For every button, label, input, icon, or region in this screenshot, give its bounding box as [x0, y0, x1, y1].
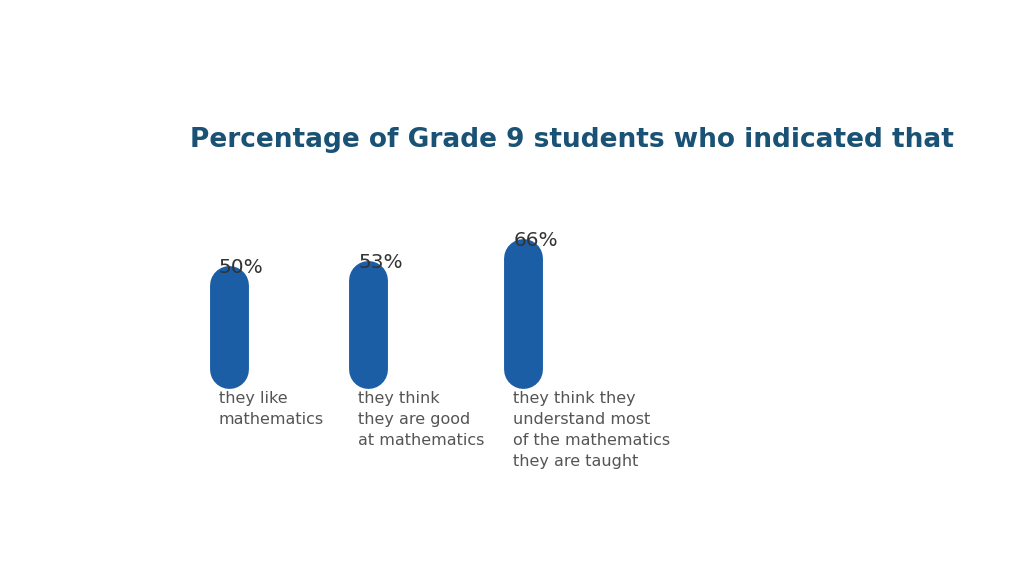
- Text: 53%: 53%: [358, 253, 403, 272]
- Text: Percentage of Grade 9 students who indicated that: Percentage of Grade 9 students who indic…: [190, 127, 954, 153]
- Text: they like
mathematics: they like mathematics: [219, 391, 325, 427]
- Text: they think
they are good
at mathematics: they think they are good at mathematics: [358, 391, 484, 448]
- Text: they think they
understand most
of the mathematics
they are taught: they think they understand most of the m…: [513, 391, 671, 469]
- Text: 66%: 66%: [513, 231, 558, 250]
- Text: 50%: 50%: [219, 258, 264, 277]
